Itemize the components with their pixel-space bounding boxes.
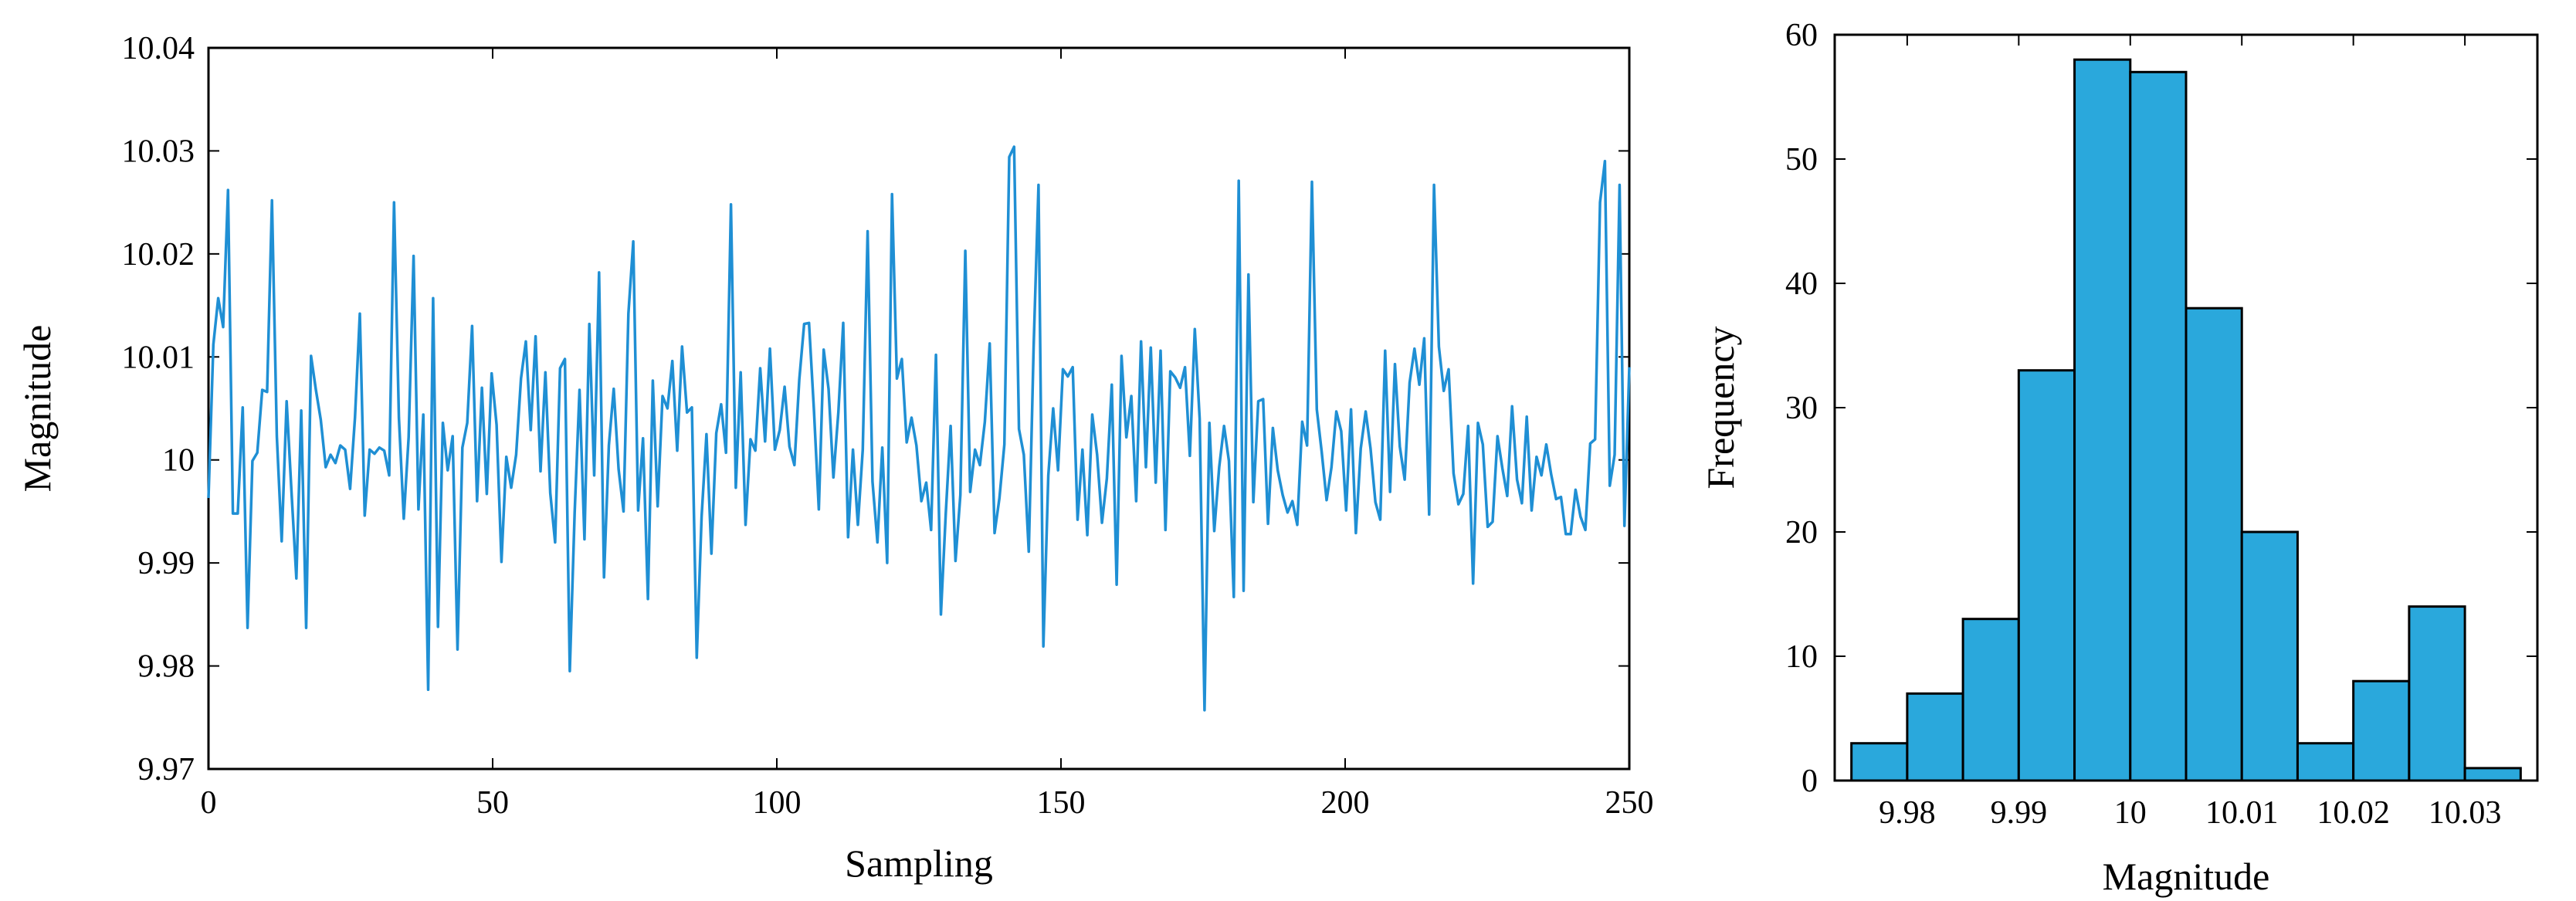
histogram-y-axis-label: Frequency xyxy=(1699,326,1742,489)
y-tick-label: 40 xyxy=(1785,266,1818,302)
histogram-bar xyxy=(1850,742,1909,782)
line-chart-x-axis: 0 50 100 150 200 250 xyxy=(201,48,1654,821)
line-chart-x-axis-label: Sampling xyxy=(845,842,993,885)
histogram-bar xyxy=(2129,70,2188,782)
line-chart: 9.97 9.98 9.99 10 10.01 10.02 10.03 10.04 0 50 10… xyxy=(15,31,1654,885)
y-tick-label: 9.97 xyxy=(138,752,195,788)
y-tick-label: 30 xyxy=(1785,391,1818,426)
x-tick-label: 9.98 xyxy=(1879,795,1936,831)
y-tick-label: 10 xyxy=(1785,639,1818,675)
line-chart-y-axis-label: Magnitude xyxy=(15,325,59,493)
histogram-bars xyxy=(1850,58,2522,782)
x-tick-label: 200 xyxy=(1321,785,1370,821)
y-tick-label: 50 xyxy=(1785,142,1818,178)
x-tick-label: 100 xyxy=(753,785,802,821)
histogram-bar xyxy=(2073,58,2132,782)
x-tick-label: 10.01 xyxy=(2205,795,2279,831)
y-tick-label: 10.01 xyxy=(122,340,195,375)
y-tick-label: 9.98 xyxy=(138,649,195,685)
line-chart-y-axis: 9.97 9.98 9.99 10 10.01 10.02 10.03 10.04 xyxy=(122,31,1629,788)
histogram-x-axis-label: Magnitude xyxy=(2103,855,2270,898)
y-tick-label: 10.04 xyxy=(122,31,195,66)
x-tick-label: 10 xyxy=(2114,795,2147,831)
y-tick-label: 10.03 xyxy=(122,134,195,169)
x-tick-label: 150 xyxy=(1037,785,1086,821)
x-tick-label: 10.02 xyxy=(2317,795,2390,831)
histogram-bar xyxy=(2463,767,2522,782)
y-tick-label: 60 xyxy=(1785,18,1818,53)
x-tick-label: 10.03 xyxy=(2429,795,2502,831)
y-tick-label: 0 xyxy=(1802,764,1818,799)
x-tick-label: 50 xyxy=(476,785,509,821)
histogram-bar xyxy=(2352,679,2411,782)
histogram-bar xyxy=(2240,530,2299,782)
series-line xyxy=(207,145,1631,712)
y-tick-label: 10 xyxy=(162,443,195,479)
x-tick-label: 0 xyxy=(201,785,217,821)
histogram-bar xyxy=(1906,692,1964,782)
x-tick-label: 9.99 xyxy=(1991,795,2048,831)
histogram-bar xyxy=(2017,369,2076,782)
x-tick-label: 250 xyxy=(1605,785,1654,821)
histogram-bar xyxy=(2408,605,2466,782)
y-tick-label: 10.02 xyxy=(122,237,195,273)
histogram-bar xyxy=(1961,618,2020,782)
line-chart-frame xyxy=(207,46,1631,771)
histogram-bar xyxy=(2296,742,2355,782)
histogram-bar xyxy=(2185,307,2243,782)
y-tick-label: 20 xyxy=(1785,515,1818,550)
histogram-y-axis: 0 10 20 30 40 50 60 xyxy=(1785,18,2537,799)
histogram-x-axis: 9.98 9.99 10 10.01 10.02 10.03 xyxy=(1879,35,2501,831)
y-tick-label: 9.99 xyxy=(138,546,195,581)
